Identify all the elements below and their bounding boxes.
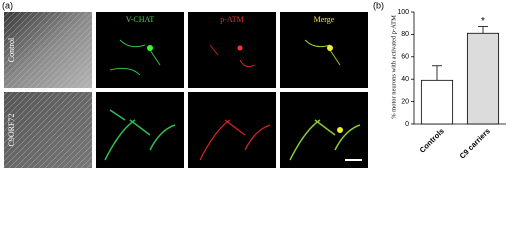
panel-label: (a) bbox=[2, 0, 13, 10]
micrograph-texture bbox=[4, 92, 92, 168]
x-tick-label: C9 carriers bbox=[458, 126, 492, 160]
y-tick-label: 80 bbox=[401, 31, 409, 38]
y-axis-title: % motor neurons with activated p-ATM bbox=[390, 15, 397, 119]
column-header: Merge bbox=[314, 15, 335, 24]
fluorescence bbox=[104, 39, 361, 161]
annotation: * bbox=[481, 16, 485, 27]
micrograph bbox=[280, 92, 368, 168]
x-tick-label: Controls bbox=[418, 126, 446, 154]
micrograph bbox=[188, 12, 276, 88]
y-tick-label: 20 bbox=[401, 98, 409, 105]
bar bbox=[420, 79, 454, 125]
row-label: C9ORF72 bbox=[7, 114, 16, 147]
micrograph bbox=[280, 12, 368, 88]
micrograph-texture bbox=[4, 12, 92, 88]
micrograph bbox=[96, 92, 184, 168]
y-tick-label: 40 bbox=[401, 76, 409, 83]
y-tick-label: 0 bbox=[405, 121, 409, 128]
row-label: Control bbox=[7, 37, 16, 62]
y-tick-label: 60 bbox=[401, 54, 409, 61]
micrograph bbox=[96, 12, 184, 88]
column-header: p-ATM bbox=[220, 15, 244, 24]
figure: (a) (b) V-CHAT p-ATM Merge Control C9ORF… bbox=[2, 0, 506, 168]
bar bbox=[466, 32, 500, 125]
panel-label: (b) bbox=[373, 0, 384, 10]
column-header: V-CHAT bbox=[126, 15, 155, 24]
y-tick-label: 100 bbox=[397, 9, 409, 16]
